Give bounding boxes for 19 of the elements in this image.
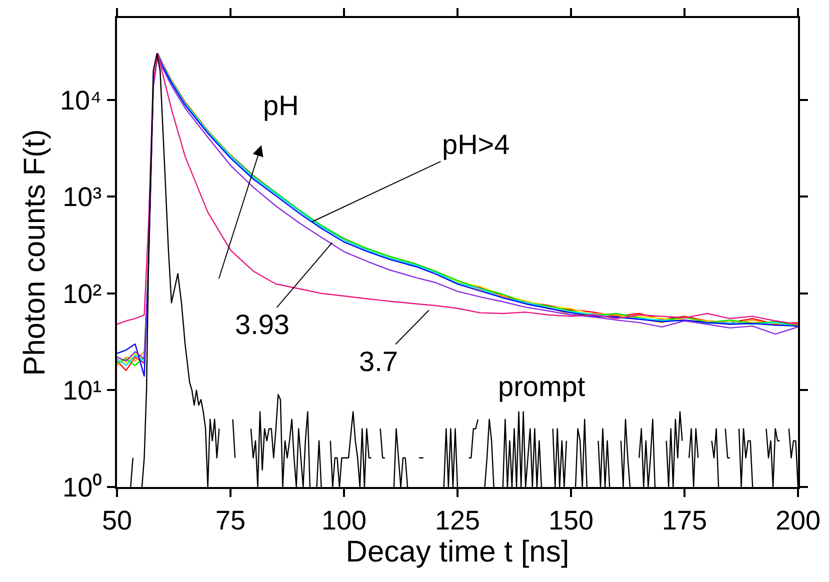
x-tick-label: 75 [215,505,246,536]
y-tick-label: 10² [62,278,102,309]
x-tick-label: 50 [102,505,132,536]
y-axis-title: Photon counts F(t) [18,129,52,376]
x-axis-title: Decay time t [ns] [346,535,570,568]
annotation: 3.7 [359,346,398,377]
y-tick-label: 10¹ [62,376,102,406]
x-tick-label: 100 [321,505,367,536]
annotation: 3.93 [235,309,290,340]
y-tick-label: 10⁰ [62,472,102,502]
x-tick-label: 125 [434,505,480,536]
annotation: pH [263,90,299,121]
y-tick-label: 10³ [62,182,102,212]
annotation: pH>4 [442,129,510,160]
y-tick-label: 10⁴ [60,85,102,116]
x-tick-label: 150 [548,505,594,536]
x-tick-label: 200 [775,505,821,536]
annotation: prompt [498,371,586,402]
x-tick-label: 175 [662,505,708,536]
